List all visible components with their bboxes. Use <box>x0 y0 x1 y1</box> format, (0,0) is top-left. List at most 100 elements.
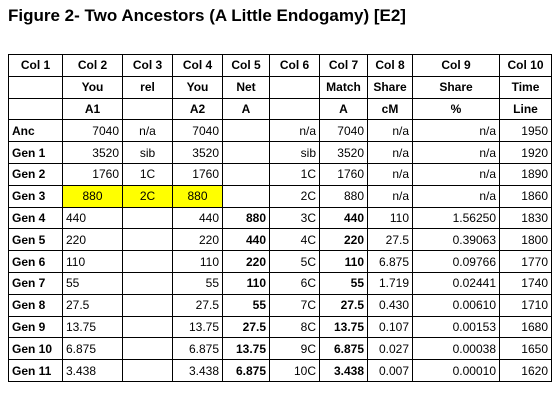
header-cell: Line <box>499 97 552 121</box>
table-cell: 6.875 <box>367 250 413 273</box>
table-cell: n/a <box>412 184 500 208</box>
header-cell: Col 5 <box>222 54 270 77</box>
table-cell: 0.02441 <box>412 271 500 295</box>
table-cell: 7040 <box>62 119 123 143</box>
header-cell: Col 3 <box>122 54 173 77</box>
header-cell: Col 2 <box>62 54 123 77</box>
table-cell: n/a <box>412 119 500 143</box>
table-cell <box>122 250 173 273</box>
row-label: Gen 1 <box>8 141 63 164</box>
row-label: Gen 10 <box>8 337 63 361</box>
header-cell: Col 7 <box>319 54 368 77</box>
header-cell: Col 8 <box>367 54 413 77</box>
table-cell: 110 <box>172 250 223 273</box>
table-cell: 880 <box>172 184 223 208</box>
table-cell: 0.007 <box>367 359 413 382</box>
table-cell: 4C <box>269 228 320 252</box>
table-cell: 110 <box>222 271 270 295</box>
header-cell: You <box>62 75 123 99</box>
table-cell: 55 <box>319 271 368 295</box>
table-cell: sib <box>269 141 320 164</box>
data-row: Gen 11 3.438 3.438 6.875 10C 3.438 0.007 0.0001… <box>8 359 552 382</box>
table-cell: 3.438 <box>319 359 368 382</box>
data-row: Gen 6 110 110 220 5C 110 6.875 0.09766 1770 <box>8 250 552 273</box>
table-cell: 0.00610 <box>412 293 500 317</box>
table-cell: 7C <box>269 293 320 317</box>
row-label: Gen 7 <box>8 271 63 295</box>
header-cell: A1 <box>62 97 123 121</box>
header-cell: Share <box>412 75 500 99</box>
table-cell: 1890 <box>499 162 552 186</box>
table-cell: 27.5 <box>172 293 223 317</box>
row-label: Gen 6 <box>8 250 63 273</box>
table-cell: 110 <box>319 250 368 273</box>
table-cell: 220 <box>172 228 223 252</box>
header-cell <box>122 97 173 121</box>
table-cell: 55 <box>222 293 270 317</box>
table-cell: 1740 <box>499 271 552 295</box>
header-cell <box>269 75 320 99</box>
data-row: Gen 3 880 2C 880 2C 880 n/a n/a 1860 <box>8 184 552 208</box>
table-cell: 110 <box>367 206 413 230</box>
header-cell: Match <box>319 75 368 99</box>
data-row: Gen 4 440 440 880 3C 440 110 1.56250 1830 <box>8 206 552 230</box>
header-cell: Col 1 <box>8 54 63 77</box>
table-cell: 3.438 <box>172 359 223 382</box>
table-cell: 0.09766 <box>412 250 500 273</box>
table-cell: 55 <box>172 271 223 295</box>
table-cell: 220 <box>319 228 368 252</box>
table-cell: 5C <box>269 250 320 273</box>
row-label: Gen 2 <box>8 162 63 186</box>
header-cell: % <box>412 97 500 121</box>
table-cell: 0.00038 <box>412 337 500 361</box>
table-cell: 0.107 <box>367 315 413 339</box>
table-cell: 3.438 <box>62 359 123 382</box>
header-cell: Col 4 <box>172 54 223 77</box>
table-cell <box>222 141 270 164</box>
data-row: Gen 1 3520 sib 3520 sib 3520 n/a n/a 1920 <box>8 141 552 164</box>
table-cell: 3520 <box>319 141 368 164</box>
table-cell: n/a <box>412 141 500 164</box>
table-cell: 1650 <box>499 337 552 361</box>
header-cell: A <box>319 97 368 121</box>
table-cell: n/a <box>412 162 500 186</box>
data-row: Gen 10 6.875 6.875 13.75 9C 6.875 0.027 0.00038… <box>8 337 552 361</box>
header-cell: cM <box>367 97 413 121</box>
table-cell: n/a <box>122 119 173 143</box>
table-cell: 0.00010 <box>412 359 500 382</box>
header-cell: You <box>172 75 223 99</box>
data-row: Gen 9 13.75 13.75 27.5 8C 13.75 0.107 0.00153 16… <box>8 315 552 339</box>
header-row: Col 1 Col 2 Col 3 Col 4 Col 5 Col 6 Col 7 Col 8… <box>8 54 552 77</box>
table-cell: n/a <box>367 141 413 164</box>
table-cell <box>122 293 173 317</box>
table-cell: 6.875 <box>62 337 123 361</box>
data-row: Gen 5 220 220 440 4C 220 27.5 0.39063 1800 <box>8 228 552 252</box>
title: Figure 2- Two Ancestors (A Little Endoga… <box>8 6 406 25</box>
table-cell: 6.875 <box>172 337 223 361</box>
table-cell: 27.5 <box>319 293 368 317</box>
row-label: Gen 3 <box>8 184 63 208</box>
table-cell: 1770 <box>499 250 552 273</box>
table-cell <box>122 315 173 339</box>
table-cell: 8C <box>269 315 320 339</box>
table-cell: 7040 <box>172 119 223 143</box>
table-cell: 27.5 <box>222 315 270 339</box>
table-cell: 2C <box>269 184 320 208</box>
row-label: Gen 5 <box>8 228 63 252</box>
header-cell: Col 6 <box>269 54 320 77</box>
data-row: Anc 7040 n/a 7040 n/a 7040 n/a n/a 1950 <box>8 119 552 143</box>
table-cell: 1620 <box>499 359 552 382</box>
table-cell: 13.75 <box>62 315 123 339</box>
table-cell: 3520 <box>62 141 123 164</box>
table-cell: 110 <box>62 250 123 273</box>
table-cell: 10C <box>269 359 320 382</box>
row-label: Gen 9 <box>8 315 63 339</box>
table-cell: 1920 <box>499 141 552 164</box>
table-cell: 55 <box>62 271 123 295</box>
table-cell: n/a <box>367 184 413 208</box>
table-cell: 2C <box>122 184 173 208</box>
table-cell: 1950 <box>499 119 552 143</box>
header-cell: Share <box>367 75 413 99</box>
